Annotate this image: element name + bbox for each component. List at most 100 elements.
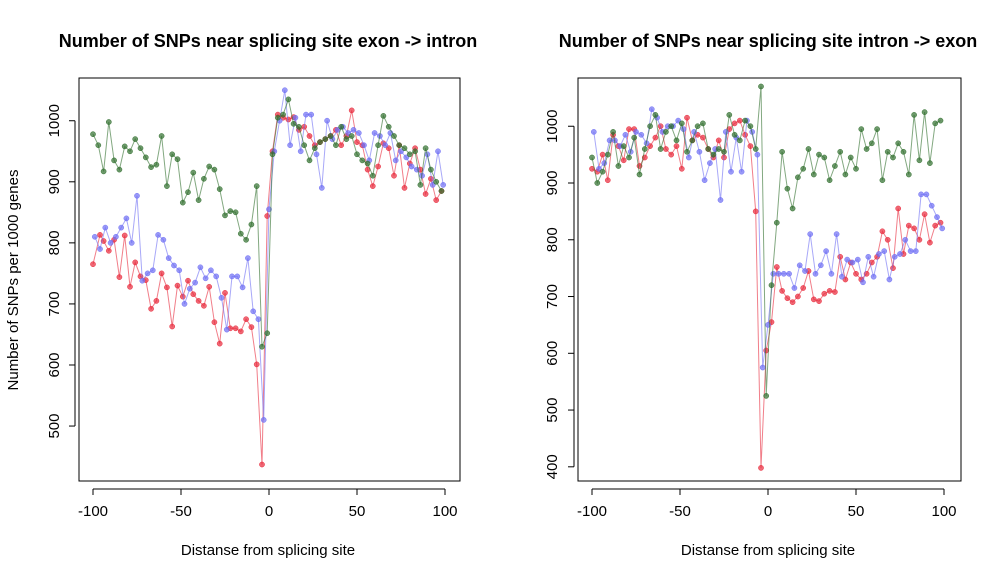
data-point [934,214,940,220]
data-point [858,126,865,132]
y-axis: 400 500 600 700 800 900 1000 [544,110,575,479]
x-tick-label: 50 [848,503,865,520]
data-point [234,273,241,280]
data-point [663,129,669,135]
data-point [176,267,183,274]
data-point [306,157,313,164]
data-point [248,324,255,330]
data-point [417,182,424,188]
data-point [148,305,154,312]
data-point [752,146,759,152]
data-point [826,288,833,294]
data-point [795,174,801,181]
data-point [354,139,360,145]
data-point [107,240,114,246]
data-point [259,461,265,468]
data-point [779,288,785,294]
series-line [94,90,444,420]
data-point [248,221,255,228]
data-point [810,171,817,178]
data-point [805,146,812,152]
data-point [186,285,193,292]
data-point [287,142,293,149]
data-point [800,165,807,172]
y-axis-label: Number of SNPs per 1000 genes [5,170,22,391]
x-tick-label: -100 [577,503,607,520]
data-point [747,123,754,130]
data-point [826,177,833,184]
y-tick-label: 500 [46,414,63,439]
data-point [308,111,315,118]
data-point [333,142,339,149]
data-point [313,151,320,158]
data-point [876,251,882,257]
data-point [673,143,680,149]
data-point [905,222,912,229]
data-point [902,236,909,243]
data-point [599,151,606,158]
data-point [243,236,249,243]
data-point [97,232,103,238]
data-point [620,143,627,149]
data-point [401,185,408,191]
data-point [742,117,748,124]
data-point [622,131,629,138]
data-point [599,168,606,175]
data-point [105,247,112,254]
data-point [837,253,844,260]
x-tick-label: 100 [931,503,956,520]
data-point [847,154,854,161]
data-point [91,233,98,240]
data-point [821,290,828,297]
data-point [763,393,770,399]
data-point [821,154,828,161]
data-point [779,148,785,155]
data-point [192,279,198,286]
data-point [786,270,792,277]
data-point [281,87,288,94]
data-point [594,180,601,186]
data-point [285,96,292,103]
data-point [137,145,144,152]
data-point [361,142,367,149]
x-tick-label: -50 [669,503,691,520]
data-point [391,172,397,179]
data-point [638,131,645,138]
data-point [879,228,886,235]
data-point [266,206,272,213]
data-point [218,294,225,301]
data-point [754,151,761,158]
data-point [921,109,928,115]
y-tick-label: 400 [544,454,561,479]
data-point [121,232,128,239]
data-point [784,295,791,302]
data-point [789,299,796,306]
data-point [169,151,176,158]
data-point [327,133,334,139]
y-tick-label: 600 [544,341,561,366]
y-tick-label: 700 [46,291,63,316]
data-point [190,169,197,176]
data-point [895,205,902,212]
data-point [369,172,376,179]
chart-title: Number of SNPs near splicing site exon -… [59,31,478,51]
data-point [589,154,595,161]
data-point [338,142,345,149]
data-point [604,177,611,184]
data-point [796,262,803,269]
data-point [380,113,387,119]
data-point [626,154,632,161]
data-point [752,208,759,215]
data-point [817,262,824,269]
data-point [433,178,440,185]
data-point [912,248,919,254]
data-point [884,236,891,243]
data-point [197,264,204,271]
data-point [604,151,611,158]
data-point [190,291,197,298]
x-axis-label: Distanse from splicing site [681,542,855,559]
data-point [897,251,903,257]
data-point [916,236,923,243]
data-point [891,253,898,260]
